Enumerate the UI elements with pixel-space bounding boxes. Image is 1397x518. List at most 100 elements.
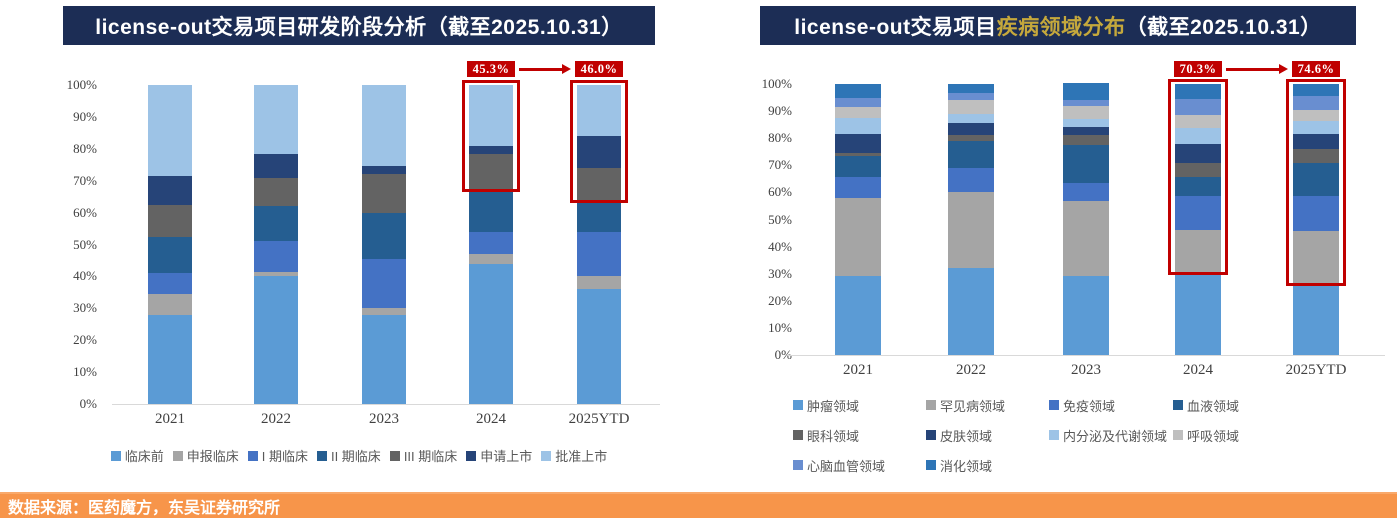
y-axis-tick: 0%	[79, 396, 97, 411]
legend-item: 批准上市	[541, 446, 607, 465]
bar-segment	[948, 135, 994, 141]
bar-segment	[254, 276, 298, 404]
bar-segment	[1175, 127, 1221, 145]
bar-segment	[254, 85, 298, 154]
legend-item: 申请上市	[466, 446, 532, 465]
legend-item: 心脑血管领域	[793, 456, 926, 475]
bar-segment	[1175, 176, 1221, 197]
y-axis-tick: 20%	[768, 292, 792, 308]
legend-label: 临床前	[124, 449, 164, 464]
bar-segment	[1063, 105, 1109, 120]
legend-item: 免疫领域	[1049, 396, 1173, 415]
legend-label: 免疫领域	[1063, 398, 1116, 414]
legend-label: 批准上市	[555, 449, 608, 464]
x-axis-label: 2021	[843, 362, 873, 378]
x-axis-label: 2025YTD	[1285, 362, 1347, 378]
bar-segment	[148, 85, 192, 176]
x-axis-label: 2025YTD	[568, 411, 630, 427]
bar-segment	[148, 293, 192, 315]
bar-segment	[835, 84, 881, 98]
bar-segment	[1175, 229, 1221, 275]
y-axis-tick: 50%	[768, 211, 792, 227]
legend-swatch	[389, 450, 400, 461]
legend-swatch	[541, 450, 552, 461]
title-prefix: license-out交易项目	[95, 15, 298, 39]
legend-item: 眼科领域	[793, 426, 926, 445]
legend-swatch	[926, 460, 936, 470]
bar-segment	[469, 231, 513, 255]
legend-item: 血液领域	[1173, 396, 1285, 415]
bar-segment	[1063, 182, 1109, 201]
legend-item: 罕见病领域	[926, 396, 1049, 415]
highlight-box	[1168, 79, 1228, 275]
x-axis-label: 2024	[1183, 362, 1213, 378]
bar-segment	[577, 136, 621, 168]
y-axis-tick: 80%	[768, 130, 792, 146]
legend-label: 心脑血管领域	[807, 458, 886, 474]
annotation-label: 46.0%	[575, 61, 623, 77]
bar-segment	[469, 254, 513, 264]
bar-segment	[148, 175, 192, 205]
bar-segment	[469, 153, 513, 192]
bar-segment	[148, 204, 192, 237]
bar-segment	[1175, 84, 1221, 99]
legend-item: 皮肤领域	[926, 426, 1049, 445]
bar-segment	[835, 134, 881, 154]
y-axis-tick: 60%	[73, 204, 97, 220]
trend-arrow-head	[1279, 64, 1288, 74]
bar-segment	[469, 145, 513, 154]
legend-swatch	[1173, 400, 1183, 410]
bar-segment	[1175, 98, 1221, 116]
legend-label: 眼科领域	[807, 428, 860, 444]
bar-segment	[835, 107, 881, 118]
bar-segment	[835, 177, 881, 198]
bar-segment	[1063, 100, 1109, 106]
highlight-box	[1286, 79, 1346, 287]
legend-label: III 期临床	[403, 449, 458, 464]
bar-segment	[362, 258, 406, 309]
trend-arrow	[1226, 68, 1279, 71]
right-chart-title-text: license-out交易项目疾病领域分布（截至2025.10.31）	[794, 11, 1321, 41]
data-source-bar: 数据来源：医药魔方，东吴证券研究所	[0, 492, 1397, 518]
legend-item: 呼吸领域	[1173, 426, 1285, 445]
title-prefix: license-out交易项目	[794, 15, 997, 39]
bar-segment	[1175, 162, 1221, 177]
bar-segment	[254, 206, 298, 242]
bar-segment	[362, 174, 406, 213]
x-axis-line	[788, 355, 1385, 356]
trend-arrow	[519, 68, 562, 71]
legend-item: II 期临床	[316, 446, 381, 465]
bar-segment	[948, 192, 994, 269]
bar-segment	[1063, 144, 1109, 183]
legend-item: I 期临床	[247, 446, 308, 465]
y-axis-tick: 50%	[73, 236, 97, 252]
legend-swatch	[926, 430, 936, 440]
y-axis-tick: 20%	[73, 332, 97, 348]
bar-segment	[254, 271, 298, 277]
trend-arrow-head	[562, 64, 571, 74]
bar-segment	[362, 314, 406, 404]
bar-segment	[577, 231, 621, 277]
bar-segment	[948, 168, 994, 193]
right-chart-title: license-out交易项目疾病领域分布（截至2025.10.31）	[760, 6, 1356, 45]
bar-segment	[469, 263, 513, 404]
y-axis-tick: 30%	[768, 265, 792, 281]
bar-segment	[577, 85, 621, 137]
bar-segment	[1293, 286, 1339, 355]
bar-segment	[577, 203, 621, 232]
bar-segment	[835, 117, 881, 135]
bar-segment	[948, 93, 994, 101]
bar-segment	[362, 85, 406, 167]
bar-segment	[1293, 230, 1339, 287]
legend-label: 申报临床	[186, 449, 239, 464]
bar-segment	[835, 97, 881, 108]
legend-swatch	[926, 400, 936, 410]
y-axis-tick: 10%	[768, 319, 792, 335]
legend-label: I 期临床	[261, 449, 308, 464]
y-axis-tick: 100%	[66, 77, 97, 92]
legend-label: 罕见病领域	[940, 398, 1006, 414]
y-axis-tick: 60%	[768, 184, 792, 200]
y-axis-tick: 70%	[768, 157, 792, 173]
legend-swatch	[1049, 400, 1059, 410]
